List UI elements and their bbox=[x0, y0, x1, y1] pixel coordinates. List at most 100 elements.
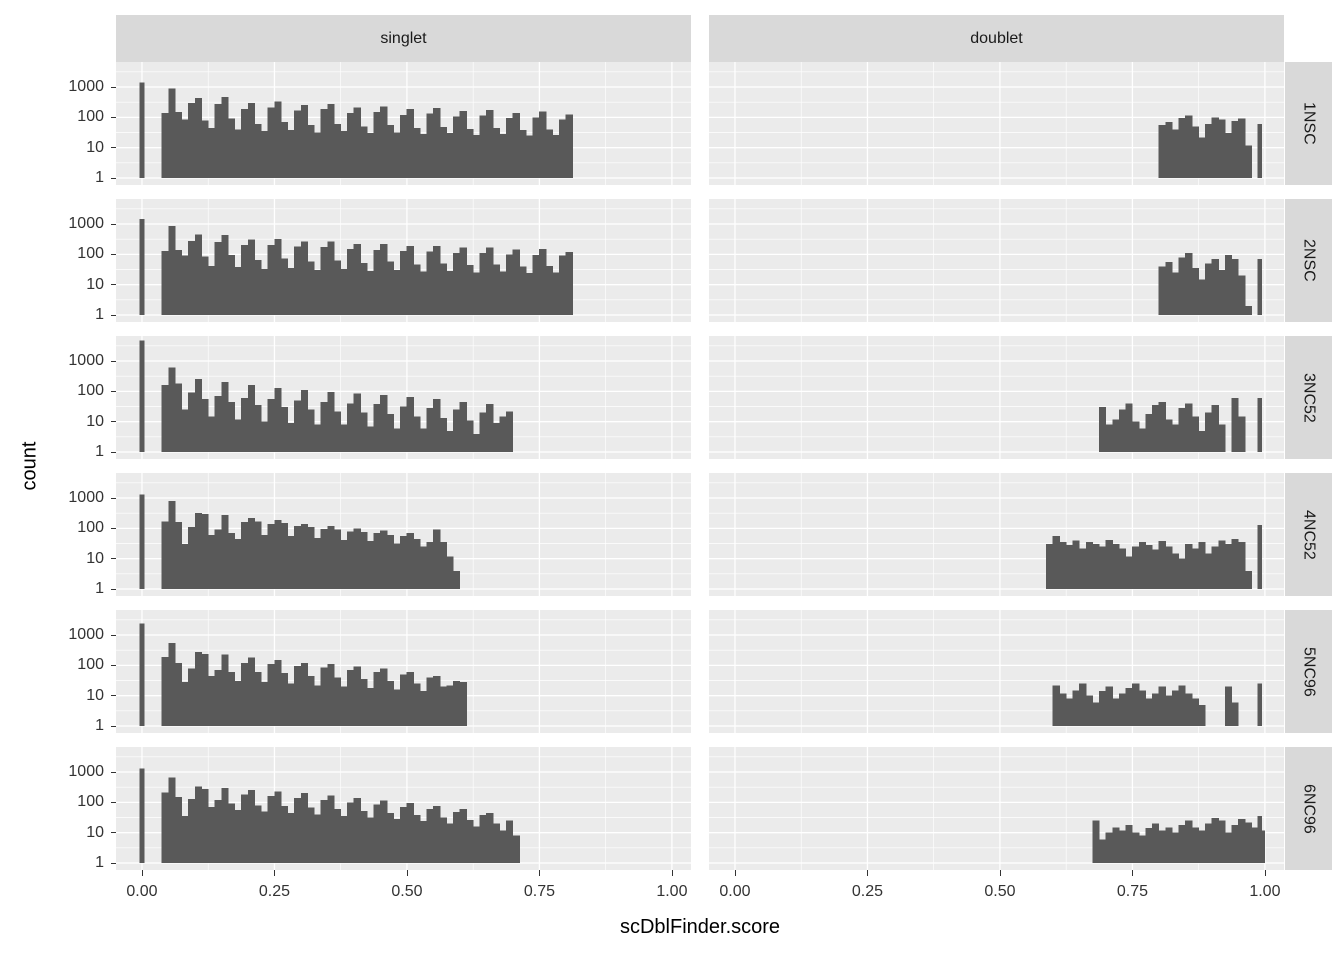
histogram-bar bbox=[1152, 823, 1160, 864]
facet-strip-1NSC: 1NSC bbox=[1285, 62, 1332, 185]
panel-svg bbox=[709, 610, 1284, 733]
histogram-bar bbox=[486, 109, 494, 179]
histogram-bar bbox=[314, 270, 322, 316]
histogram-bar bbox=[181, 544, 189, 590]
histogram-bar bbox=[300, 793, 308, 864]
histogram-bar bbox=[227, 255, 235, 316]
histogram-bar bbox=[1158, 125, 1166, 179]
histogram-bar bbox=[519, 266, 527, 316]
histogram-bar bbox=[1099, 691, 1107, 727]
histogram-bar bbox=[1224, 133, 1233, 179]
histogram-bar bbox=[472, 433, 481, 453]
histogram-bar bbox=[214, 103, 222, 179]
histogram-bar bbox=[1244, 305, 1252, 316]
histogram-bar bbox=[287, 267, 295, 316]
histogram-bar bbox=[1211, 117, 1219, 179]
histogram-bar bbox=[400, 536, 408, 590]
y-tick-label: 100 bbox=[77, 793, 104, 811]
histogram-spike-bar bbox=[139, 494, 145, 590]
histogram-bar bbox=[307, 807, 315, 864]
histogram-bar bbox=[1046, 544, 1054, 590]
histogram-bar bbox=[340, 815, 348, 864]
histogram-bar bbox=[1105, 424, 1113, 453]
histogram-bar bbox=[386, 413, 394, 453]
histogram-bar bbox=[406, 533, 414, 590]
histogram-bar bbox=[314, 132, 322, 179]
histogram-bar bbox=[426, 809, 434, 864]
histogram-bar bbox=[519, 130, 527, 179]
histogram-bar bbox=[400, 406, 408, 453]
y-tick-label: 1 bbox=[95, 443, 104, 461]
facet-strip-label: 3NC52 bbox=[1300, 372, 1318, 423]
histogram-bar bbox=[1118, 693, 1127, 727]
histogram-bar bbox=[1218, 270, 1226, 316]
y-tick-mark bbox=[111, 558, 116, 560]
histogram-bar bbox=[1218, 820, 1226, 864]
histogram-bar bbox=[241, 398, 249, 453]
facet-strip-3NC52: 3NC52 bbox=[1285, 336, 1332, 459]
histogram-spike-bar bbox=[139, 340, 145, 453]
facet-strip-6NC96: 6NC96 bbox=[1285, 747, 1332, 870]
histogram-bar bbox=[214, 670, 222, 727]
histogram-bar bbox=[1171, 424, 1180, 453]
histogram-bar bbox=[1158, 830, 1166, 864]
histogram-bar bbox=[221, 787, 229, 864]
histogram-bar bbox=[1132, 832, 1140, 864]
histogram-bar bbox=[506, 118, 514, 179]
histogram-spike-bar bbox=[139, 82, 145, 179]
histogram-bar bbox=[1238, 819, 1246, 864]
histogram-bar bbox=[1191, 827, 1199, 864]
x-tick-label: 0.75 bbox=[523, 883, 555, 900]
histogram-spike-bar bbox=[139, 219, 145, 316]
histogram-bar bbox=[446, 556, 454, 590]
histogram-bar bbox=[300, 390, 308, 453]
histogram-bar bbox=[1072, 540, 1080, 590]
histogram-bar bbox=[413, 815, 421, 864]
histogram-bar bbox=[1244, 145, 1252, 179]
histogram-bar bbox=[1138, 835, 1146, 864]
histogram-bar bbox=[1105, 539, 1113, 590]
x-tick-label: 1.00 bbox=[656, 883, 688, 900]
histogram-bar bbox=[532, 255, 540, 316]
histogram-bar bbox=[300, 104, 308, 179]
histogram-bar bbox=[1178, 685, 1186, 727]
histogram-bar bbox=[1092, 544, 1100, 590]
histogram-bar bbox=[380, 243, 388, 316]
histogram-bar bbox=[479, 815, 487, 864]
histogram-bar bbox=[1211, 818, 1219, 864]
facet-strip-label: 6NC96 bbox=[1300, 783, 1318, 834]
panel-doublet-1NSC bbox=[709, 62, 1284, 185]
histogram-bar bbox=[1244, 570, 1252, 590]
panel-svg bbox=[116, 747, 691, 870]
histogram-bar bbox=[419, 428, 428, 453]
x-tick-mark bbox=[1132, 870, 1134, 876]
histogram-bar bbox=[261, 131, 269, 179]
histogram-bar bbox=[1125, 824, 1133, 864]
histogram-bar bbox=[1178, 408, 1186, 453]
histogram-bar bbox=[512, 249, 520, 316]
histogram-bar bbox=[1198, 430, 1206, 453]
histogram-bar bbox=[506, 820, 514, 864]
histogram-bar bbox=[459, 809, 467, 864]
histogram-bar bbox=[439, 542, 447, 590]
y-tick-label: 10 bbox=[86, 275, 104, 293]
histogram-bar bbox=[1165, 419, 1173, 453]
histogram-bar bbox=[1185, 403, 1193, 453]
histogram-bar bbox=[380, 668, 388, 727]
histogram-bar bbox=[400, 807, 408, 864]
histogram-bar bbox=[453, 116, 461, 179]
histogram-bar bbox=[1191, 416, 1199, 453]
histogram-bar bbox=[433, 399, 441, 453]
histogram-bar bbox=[492, 264, 500, 316]
histogram-bar bbox=[234, 681, 242, 727]
histogram-bar bbox=[426, 677, 434, 727]
histogram-bar bbox=[486, 247, 494, 316]
panel-singlet-6NC96 bbox=[116, 747, 691, 870]
histogram-bar bbox=[1152, 549, 1160, 590]
histogram-bar bbox=[261, 535, 269, 590]
histogram-bar bbox=[201, 120, 209, 179]
histogram-spike-bar bbox=[1257, 524, 1262, 590]
histogram-bar bbox=[439, 127, 447, 179]
histogram-bar bbox=[287, 130, 295, 179]
